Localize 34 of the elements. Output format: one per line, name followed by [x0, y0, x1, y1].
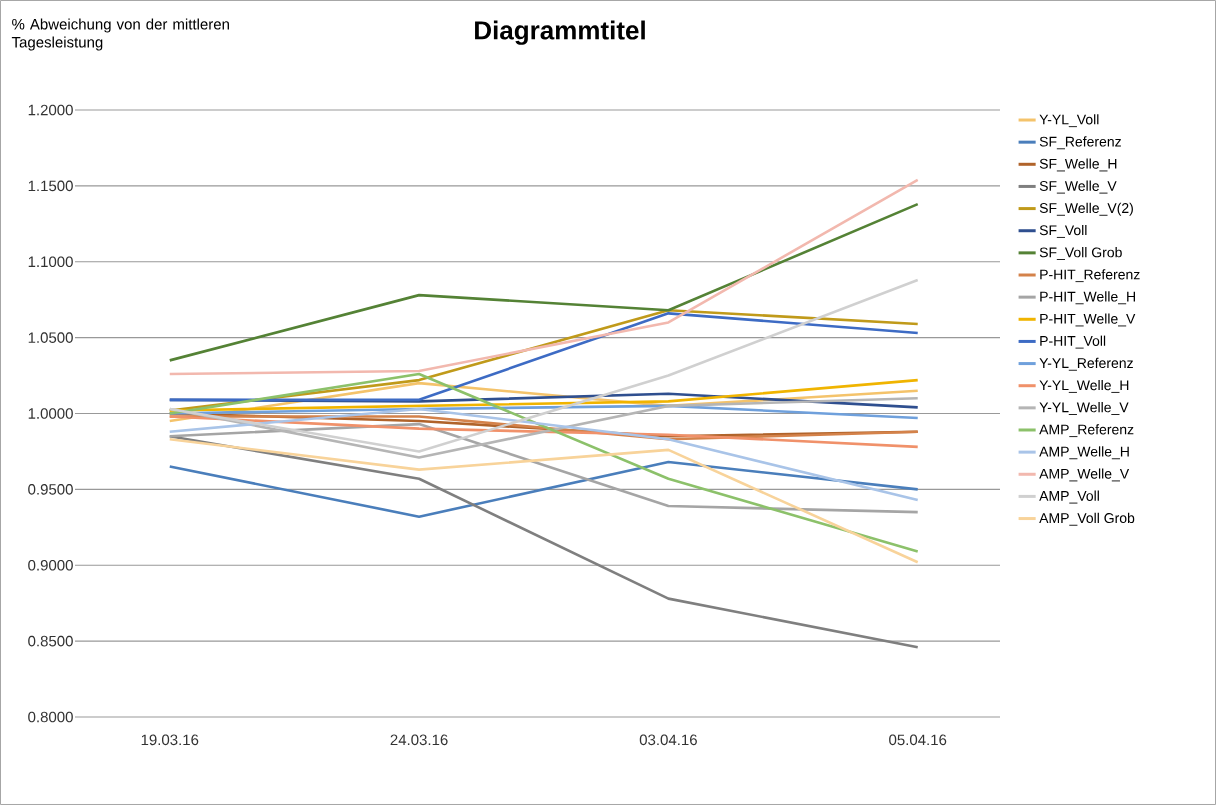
x-tick-label: 05.04.16 — [889, 734, 947, 746]
legend-label: AMP_Welle_H — [1039, 446, 1129, 460]
legend-label: Y-YL_Referenz — [1039, 357, 1133, 371]
y-tick-label: 0.8000 — [28, 711, 73, 723]
x-tick-label: 24.03.16 — [390, 734, 448, 746]
y-tick-label: 1.0000 — [28, 408, 73, 419]
y-tick-label: 0.9500 — [28, 484, 73, 495]
legend-label: SF_Referenz — [1039, 136, 1121, 150]
legend-label: SF_Welle_H — [1039, 158, 1117, 172]
y-tick-label: 1.0500 — [28, 332, 73, 343]
legend-label: P-HIT_Referenz — [1040, 269, 1140, 283]
x-tick-label: 03.04.16 — [639, 734, 697, 746]
y-tick-label: 1.1500 — [28, 180, 73, 192]
legend-label: SF_Welle_V — [1039, 180, 1117, 194]
y-tick-label: 0.8500 — [28, 635, 73, 647]
legend-label: AMP_Welle_V — [1039, 468, 1130, 482]
chart-title: Diagrammtitel — [475, 20, 645, 45]
legend-label: Y-YL_Welle_V — [1039, 402, 1129, 415]
legend-label: Y-YL_Voll — [1039, 114, 1099, 128]
x-tick-label: 19.03.16 — [141, 734, 199, 746]
y-tick-label: 1.2000 — [28, 104, 73, 116]
legend-label: AMP_Voll — [1039, 490, 1099, 504]
legend-label: SF_Welle_V(2) — [1039, 202, 1133, 216]
legend-label: AMP_Voll Grob — [1039, 512, 1135, 526]
legend-label: P-HIT_Voll — [1040, 335, 1106, 349]
legend-label: AMP_Referenz — [1039, 424, 1134, 438]
legend-label: SF_Voll — [1039, 224, 1087, 238]
legend-label: SF_Voll Grob — [1039, 247, 1122, 260]
legend-label: Y-YL_Welle_H — [1039, 379, 1129, 393]
y-axis-title: % Abweichung von der mittleren Tagesleistung — [11, 18, 229, 51]
y-tick-label: 1.1000 — [28, 256, 73, 268]
legend-label: P-HIT_Welle_H — [1040, 291, 1135, 305]
y-tick-label: 0.9000 — [28, 559, 73, 571]
legend-label: P-HIT_Welle_V — [1040, 313, 1136, 327]
